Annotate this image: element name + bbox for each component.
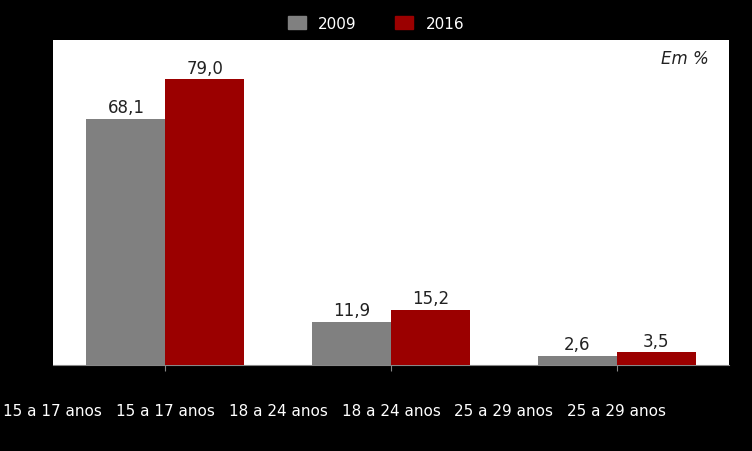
- Text: Em %: Em %: [662, 51, 709, 68]
- Text: 15 a 17 anos: 15 a 17 anos: [116, 403, 215, 418]
- Bar: [391, 310, 470, 365]
- Text: 15,2: 15,2: [412, 290, 449, 308]
- Bar: [538, 356, 617, 365]
- Text: 3,5: 3,5: [643, 332, 669, 350]
- Legend: 2009, 2016: 2009, 2016: [284, 12, 468, 36]
- Bar: [165, 80, 244, 365]
- Text: 25 a 29 anos: 25 a 29 anos: [454, 403, 553, 418]
- Text: 11,9: 11,9: [333, 302, 370, 319]
- Text: 79,0: 79,0: [186, 60, 223, 78]
- Text: 2,6: 2,6: [564, 335, 590, 353]
- Bar: [86, 120, 165, 365]
- Bar: [617, 353, 696, 365]
- Text: 18 a 24 anos: 18 a 24 anos: [229, 403, 328, 418]
- Text: 18 a 24 anos: 18 a 24 anos: [341, 403, 441, 418]
- Text: 68,1: 68,1: [108, 99, 144, 117]
- Text: 15 a 17 anos: 15 a 17 anos: [3, 403, 102, 418]
- Text: 25 a 29 anos: 25 a 29 anos: [567, 403, 666, 418]
- Bar: [312, 322, 391, 365]
